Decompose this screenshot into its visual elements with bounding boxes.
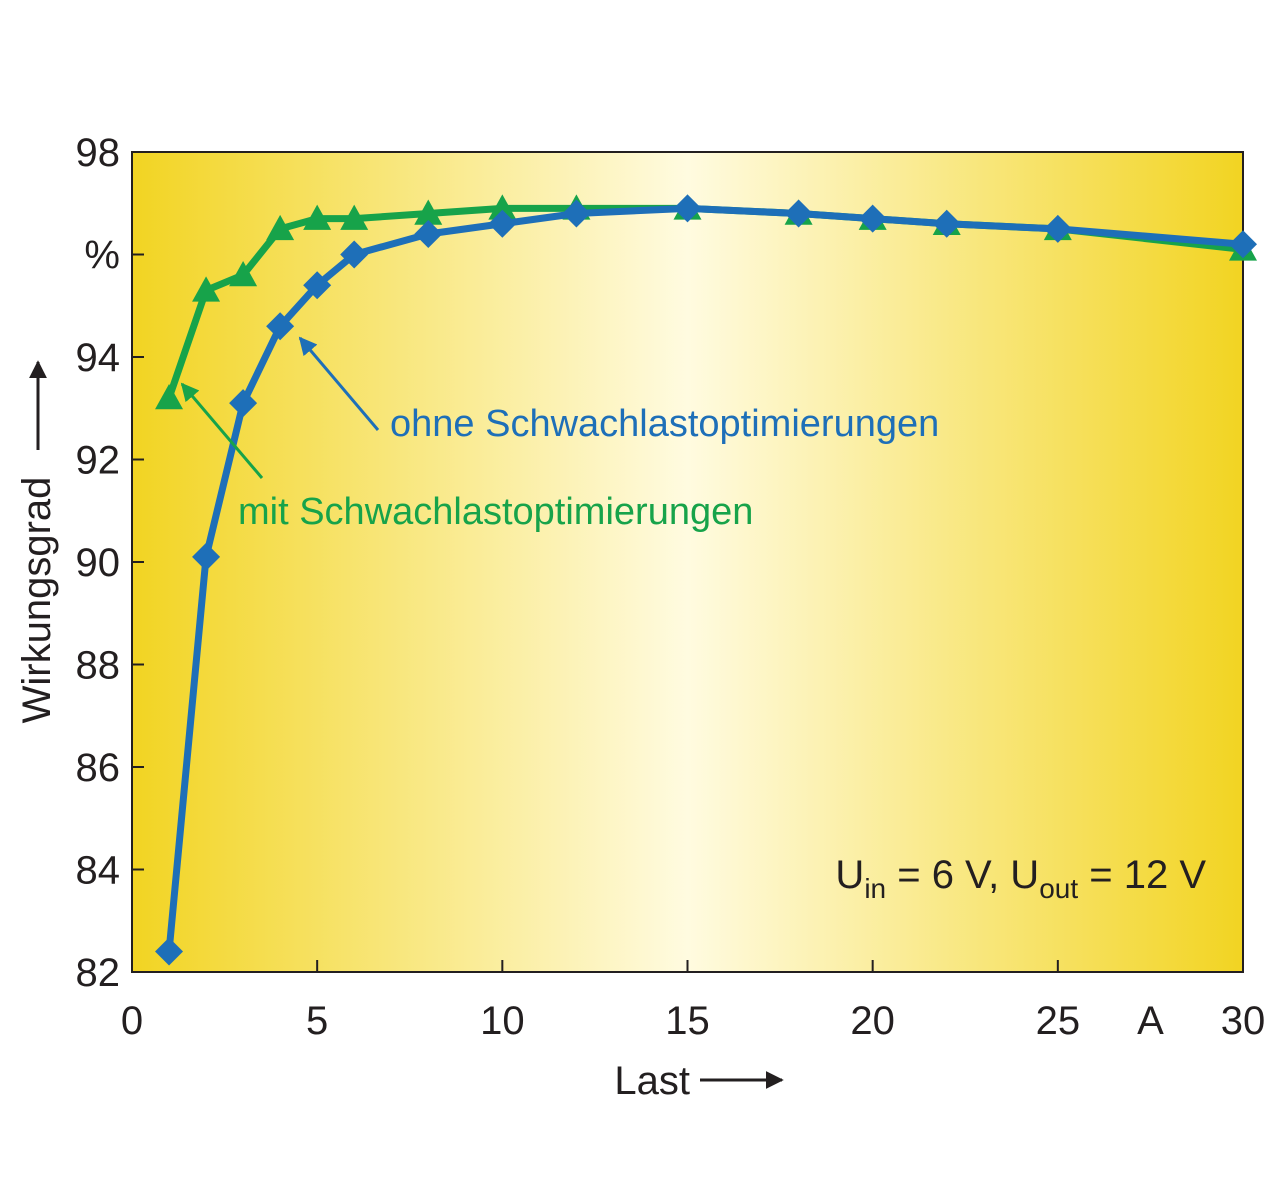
y-tick-label: 86 [76, 746, 121, 790]
y-tick-label: 98 [76, 131, 121, 175]
data-point-diamond [266, 312, 295, 341]
u-symbol-in: U [835, 853, 864, 897]
y-axis-unit: % [84, 234, 120, 278]
data-point-diamond [1043, 214, 1072, 243]
data-point-triangle [340, 204, 369, 230]
data-point-diamond [155, 937, 184, 966]
x-axis-tick-labels: 0 5 10 15 20 25 30 [121, 999, 1265, 1043]
x-axis-title: Last [614, 1059, 690, 1103]
x-tick-label: 0 [121, 999, 143, 1043]
u-out-value: = 12 V [1078, 853, 1206, 897]
operating-condition: Uin = 6 V, Uout = 12 V [835, 853, 1206, 904]
data-point-triangle [155, 384, 184, 410]
data-point-triangle [192, 276, 221, 302]
u-in-subscript: in [864, 873, 886, 904]
data-point-diamond [340, 240, 369, 269]
y-axis-title-group: Wirkungsgrad [15, 360, 59, 724]
series-label-mit: mit Schwachlastoptimierungen [238, 491, 753, 533]
data-point-diamond [303, 271, 332, 300]
data-point-diamond [562, 199, 591, 228]
plot-area [131, 151, 1244, 973]
data-point-diamond [673, 194, 702, 223]
data-point-diamond [1229, 230, 1257, 259]
u-in-value: = 6 V, [886, 853, 1010, 897]
data-point-diamond [414, 220, 443, 248]
x-tick-label: 30 [1221, 999, 1266, 1043]
data-point-diamond [932, 209, 961, 238]
y-tick-label: 88 [76, 644, 121, 688]
annotation-ohne-pointer [298, 336, 380, 431]
y-tick-label: 90 [76, 541, 121, 585]
series-ohne [155, 194, 1257, 966]
y-axis-ticks [132, 151, 144, 973]
x-tick-label: 10 [480, 999, 525, 1043]
x-tick-label: 20 [850, 999, 895, 1043]
y-tick-label: 82 [76, 951, 121, 995]
x-tick-label: 5 [306, 999, 328, 1043]
data-point-diamond [858, 204, 887, 233]
y-tick-label: 94 [76, 336, 121, 380]
x-axis-unit: A [1137, 999, 1164, 1043]
data-point-triangle [229, 261, 258, 287]
x-tick-label: 15 [665, 999, 710, 1043]
data-point-triangle [488, 194, 517, 220]
annotation-mit: mit Schwachlastoptimierungen [180, 382, 753, 533]
series-label-ohne: ohne Schwachlastoptimierungen [390, 403, 939, 445]
x-axis-ticks [131, 960, 1244, 972]
annotation-mit-pointer [180, 382, 264, 479]
data-point-diamond [192, 542, 221, 571]
data-point-triangle [414, 199, 443, 225]
u-symbol-out: U [1010, 853, 1039, 897]
series-layer [155, 194, 1257, 966]
data-point-diamond [784, 199, 813, 228]
y-axis-title: Wirkungsgrad [15, 477, 59, 724]
y-tick-label: 84 [76, 849, 121, 893]
data-point-triangle [303, 204, 332, 230]
annotation-ohne: ohne Schwachlastoptimierungen [298, 336, 939, 445]
data-point-triangle [266, 214, 295, 241]
y-tick-label: 92 [76, 439, 121, 483]
u-out-subscript: out [1039, 873, 1078, 904]
data-point-diamond [488, 209, 517, 238]
y-axis-tick-labels: 82 84 86 88 90 92 94 98 [76, 131, 121, 995]
x-axis-title-group: Last [614, 1059, 784, 1103]
x-tick-label: 25 [1036, 999, 1081, 1043]
data-point-diamond [229, 389, 258, 418]
